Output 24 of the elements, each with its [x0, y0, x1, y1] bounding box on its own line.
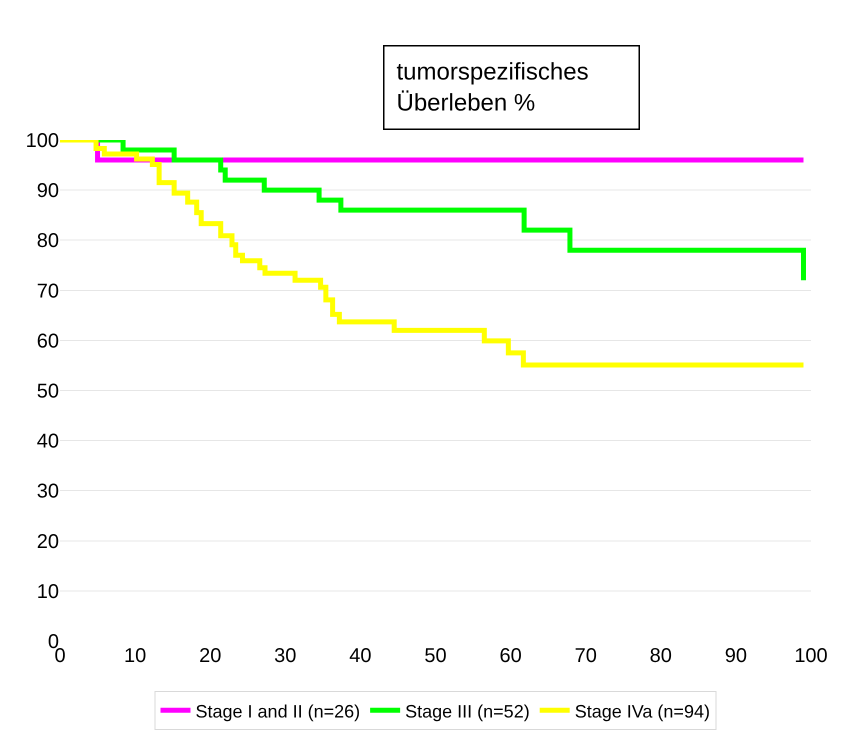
x-tick-label: 70 — [574, 645, 597, 667]
legend-label: Stage III (n=52) — [405, 701, 530, 722]
y-tick-label: 10 — [36, 580, 59, 603]
y-tick-label: 80 — [36, 230, 59, 252]
x-tick-label: 10 — [124, 645, 146, 667]
y-tick-label: 40 — [36, 430, 59, 453]
y-tick-label: 60 — [36, 330, 59, 352]
x-tick-label: 80 — [650, 645, 672, 667]
y-tick-label: 50 — [36, 380, 59, 402]
x-tick-label: 60 — [499, 645, 522, 667]
y-tick-label: 90 — [36, 180, 59, 202]
x-tick-label: 50 — [424, 645, 447, 667]
x-tick-label: 90 — [724, 645, 748, 667]
y-tick-label: 70 — [36, 280, 59, 302]
x-tick-label: 20 — [199, 645, 222, 667]
x-tick-label: 100 — [794, 645, 828, 667]
legend-label: Stage IVa (n=94) — [574, 701, 710, 722]
y-tick-label: 100 — [26, 130, 59, 152]
y-tick-label: 30 — [36, 480, 59, 503]
x-tick-label: 30 — [274, 645, 296, 667]
legend-label: Stage I and II (n=26) — [196, 701, 360, 722]
chart-title: tumorspezifisches Überleben % — [396, 58, 589, 117]
y-tick-label: 20 — [36, 530, 59, 553]
x-tick-label: 40 — [349, 645, 372, 667]
